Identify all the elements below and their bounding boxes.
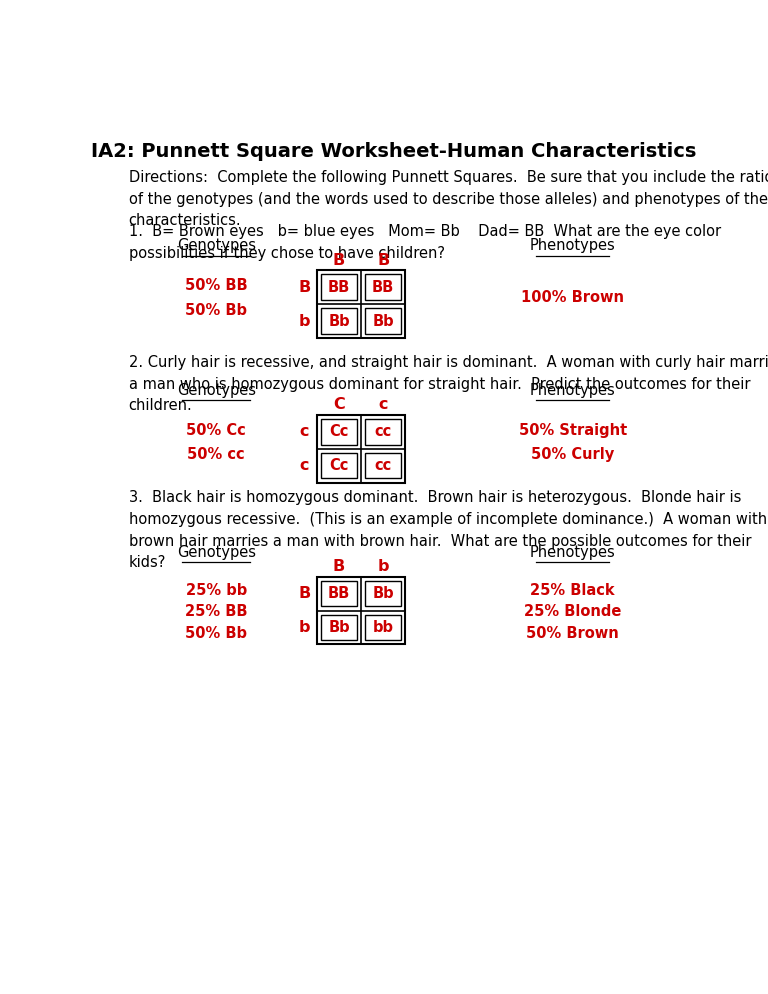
Text: Bb: Bb (372, 586, 394, 601)
Text: 50% Bb: 50% Bb (185, 302, 247, 317)
Text: cc: cc (375, 424, 392, 439)
Text: 25% Blonde: 25% Blonde (524, 604, 621, 619)
Bar (317, 414, 406, 483)
Text: b: b (377, 560, 389, 575)
Text: 25% bb: 25% bb (186, 582, 247, 597)
Bar (366, 274, 401, 300)
Text: Genotypes: Genotypes (177, 239, 256, 253)
Text: Bb: Bb (372, 313, 394, 329)
Text: Bb: Bb (328, 313, 349, 329)
Text: Genotypes: Genotypes (177, 545, 256, 560)
Bar (321, 308, 357, 334)
Text: B: B (333, 560, 345, 575)
Text: Phenotypes: Phenotypes (530, 239, 615, 253)
Text: B: B (377, 252, 389, 267)
Text: Phenotypes: Phenotypes (530, 545, 615, 560)
Text: 50% cc: 50% cc (187, 447, 245, 462)
Text: Phenotypes: Phenotypes (530, 383, 615, 398)
Bar (321, 419, 357, 444)
Text: bb: bb (372, 620, 394, 635)
Text: 25% Black: 25% Black (531, 582, 615, 597)
Bar (366, 419, 401, 444)
Text: Bb: Bb (328, 620, 349, 635)
Text: BB: BB (328, 279, 350, 294)
Text: B: B (298, 279, 310, 294)
Bar (317, 577, 406, 644)
Text: cc: cc (375, 458, 392, 473)
Text: Cc: Cc (329, 424, 349, 439)
Bar (317, 270, 406, 338)
Bar (366, 308, 401, 334)
Text: 50% Cc: 50% Cc (187, 422, 246, 437)
Text: 50% Straight: 50% Straight (518, 422, 627, 437)
Text: IA2: Punnett Square Worksheet-Human Characteristics: IA2: Punnett Square Worksheet-Human Char… (91, 141, 697, 161)
Text: 1.  B= Brown eyes   b= blue eyes   Mom= Bb    Dad= BB  What are the eye color
po: 1. B= Brown eyes b= blue eyes Mom= Bb Da… (128, 224, 720, 260)
Text: 25% BB: 25% BB (185, 604, 247, 619)
Text: C: C (333, 398, 345, 413)
Text: b: b (299, 620, 310, 635)
Text: Directions:  Complete the following Punnett Squares.  Be sure that you include t: Directions: Complete the following Punne… (128, 170, 768, 229)
Text: c: c (300, 458, 310, 473)
Bar (321, 580, 357, 606)
Text: Genotypes: Genotypes (177, 383, 256, 398)
Text: c: c (300, 424, 310, 439)
Bar (321, 614, 357, 640)
Text: 50% Brown: 50% Brown (526, 626, 619, 641)
Text: 50% BB: 50% BB (185, 278, 247, 293)
Text: 2. Curly hair is recessive, and straight hair is dominant.  A woman with curly h: 2. Curly hair is recessive, and straight… (128, 355, 768, 414)
Bar (366, 580, 401, 606)
Bar (366, 453, 401, 478)
Text: BB: BB (372, 279, 394, 294)
Text: Cc: Cc (329, 458, 349, 473)
Bar (321, 453, 357, 478)
Text: 3.  Black hair is homozygous dominant.  Brown hair is heterozygous.  Blonde hair: 3. Black hair is homozygous dominant. Br… (128, 490, 766, 571)
Bar (366, 614, 401, 640)
Text: BB: BB (328, 586, 350, 601)
Text: 100% Brown: 100% Brown (521, 290, 624, 305)
Text: 50% Bb: 50% Bb (185, 626, 247, 641)
Text: c: c (379, 398, 388, 413)
Text: b: b (299, 313, 310, 329)
Bar (321, 274, 357, 300)
Text: 50% Curly: 50% Curly (531, 447, 614, 462)
Text: B: B (298, 586, 310, 601)
Text: B: B (333, 252, 345, 267)
